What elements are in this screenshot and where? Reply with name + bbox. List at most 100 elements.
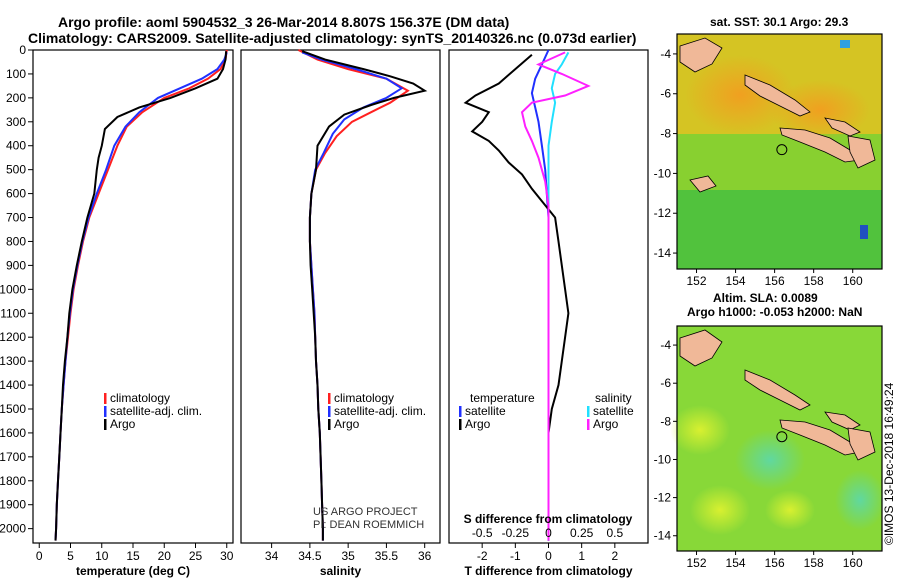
legend-label: Argo (110, 417, 136, 431)
island-shape (689, 175, 717, 193)
salinity-panel: 34 34.5 35 35.5 36 salinity climatologysatelli… (240, 49, 441, 578)
legend-label: satellite-adj. clim. (110, 404, 202, 418)
project-note-line-1: US ARGO PROJECT (313, 506, 418, 518)
x-tick-label: 1 (578, 549, 585, 563)
sla-map-frame (676, 325, 883, 552)
y-tick-label: 1500 (0, 402, 26, 416)
x-axis-label: temperature (deg C) (76, 564, 190, 578)
legend-swatch (587, 419, 590, 430)
x-tick-label: 15 (126, 549, 140, 563)
sla-blob (670, 405, 730, 455)
top-tick-label: -0.5 (472, 526, 493, 540)
y-tick-label: 600 (6, 187, 26, 201)
island-shape (824, 411, 861, 431)
sst-cool-band (677, 190, 882, 269)
y-tick-label: 100 (6, 67, 26, 81)
x-tick-label: 20 (158, 549, 172, 563)
x-tick-label: 0 (545, 549, 552, 563)
temperature-panel: 0 5 10 15 20 25 300100200300400500600700800900… (0, 43, 234, 578)
legend-swatch (328, 406, 331, 417)
map-x-tick-label: 154 (726, 274, 746, 288)
map-y-tick-label: -8 (660, 414, 671, 428)
series-line (463, 54, 570, 541)
legend-label: Argo (334, 417, 360, 431)
x-tick-label: -1 (510, 549, 521, 563)
x-tick-label: 2 (611, 549, 618, 563)
x-tick-label: 10 (95, 549, 109, 563)
island-shape (744, 369, 811, 411)
y-tick-label: 1000 (0, 282, 26, 296)
credit-stamp: ©IMOS 13-Dec-2018 16:49:24 (882, 382, 896, 545)
map-y-tick-label: -10 (654, 166, 672, 180)
x-tick-label: 25 (189, 549, 203, 563)
map-y-tick-label: -4 (660, 47, 671, 61)
legend-swatch (328, 419, 331, 430)
island-shape (679, 329, 723, 367)
series-line (54, 51, 228, 541)
y-tick-label: 1600 (0, 426, 26, 440)
legend-swatch (104, 406, 107, 417)
map-x-tick-label: 158 (804, 274, 824, 288)
map-x-tick-label: 158 (804, 556, 824, 570)
y-tick-label: 1700 (0, 450, 26, 464)
argo-float-marker (776, 431, 788, 443)
island-shape (824, 117, 861, 137)
island-shape (779, 419, 861, 456)
plot-frame (32, 49, 234, 544)
y-tick-label: 1400 (0, 378, 26, 392)
y-tick-label: 1800 (0, 474, 26, 488)
map-x-tick-label: 154 (726, 556, 746, 570)
map-x-tick-label: 152 (687, 274, 707, 288)
map-x-tick-label: 156 (765, 556, 785, 570)
map-y-tick-label: -14 (654, 246, 672, 260)
sla-blob (765, 490, 815, 530)
sla-map-axes: 152 154 156 158 160 -4 -6 -8 -10 -12 -14 (654, 338, 863, 570)
legend-swatch (328, 393, 331, 404)
x-tick-label: 35 (341, 549, 355, 563)
top-tick-label: 0 (545, 526, 552, 540)
x-tick-label: 34.5 (298, 549, 322, 563)
sst-map: 152 154 156 158 160 -4 -6 -8 -10 -12 -14 (654, 33, 883, 288)
legend-label: Argo (593, 417, 619, 431)
y-tick-label: 1100 (0, 306, 26, 320)
map-y-tick-label: -4 (660, 338, 671, 352)
sst-map-frame (676, 33, 883, 270)
project-note-line-2: PI: DEAN ROEMMICH (313, 519, 424, 531)
legend-swatch (587, 406, 590, 417)
x-tick-label: 34 (265, 549, 279, 563)
x-tick-label: -2 (477, 549, 488, 563)
legend-label: climatology (334, 391, 394, 405)
y-tick-label: 500 (6, 163, 26, 177)
x-tick-label: 35.5 (375, 549, 399, 563)
difference-panel: -2 -1 0 1 2T difference from climatology temp… (448, 49, 649, 578)
header-line-2: Climatology: CARS2009. Satellite-adjuste… (28, 30, 636, 46)
sla-map: 152 154 156 158 160 -4 -6 -8 -10 -12 -14 (654, 325, 885, 570)
series-line (520, 51, 591, 541)
y-tick-label: 300 (6, 115, 26, 129)
x-tick-label: 5 (67, 549, 74, 563)
map-x-tick-label: 152 (687, 556, 707, 570)
x-axis-label: salinity (320, 564, 362, 578)
sla-blob (735, 430, 805, 490)
y-tick-label: 2000 (0, 522, 26, 536)
island-shape (679, 37, 723, 73)
top-axis-label: S difference from climatology (464, 512, 633, 526)
legend-title: temperature (470, 391, 535, 405)
sst-warm-patch (685, 55, 795, 135)
y-tick-label: 400 (6, 139, 26, 153)
map-x-tick-label: 160 (843, 556, 863, 570)
legend-label: Argo (465, 417, 491, 431)
argo-float-marker (776, 144, 788, 156)
map-y-tick-label: -14 (654, 529, 672, 543)
y-tick-label: 700 (6, 211, 26, 225)
y-tick-label: 800 (6, 234, 26, 248)
map-y-tick-label: -6 (660, 376, 671, 390)
legend-swatch (104, 419, 107, 430)
top-tick-label: 0.25 (570, 526, 594, 540)
header-line-1: Argo profile: aoml 5904532_3 26-Mar-2014… (58, 14, 509, 30)
sla-blob (690, 485, 750, 535)
map-y-tick-label: -8 (660, 127, 671, 141)
island-shape (847, 427, 876, 461)
legend-swatch (104, 393, 107, 404)
